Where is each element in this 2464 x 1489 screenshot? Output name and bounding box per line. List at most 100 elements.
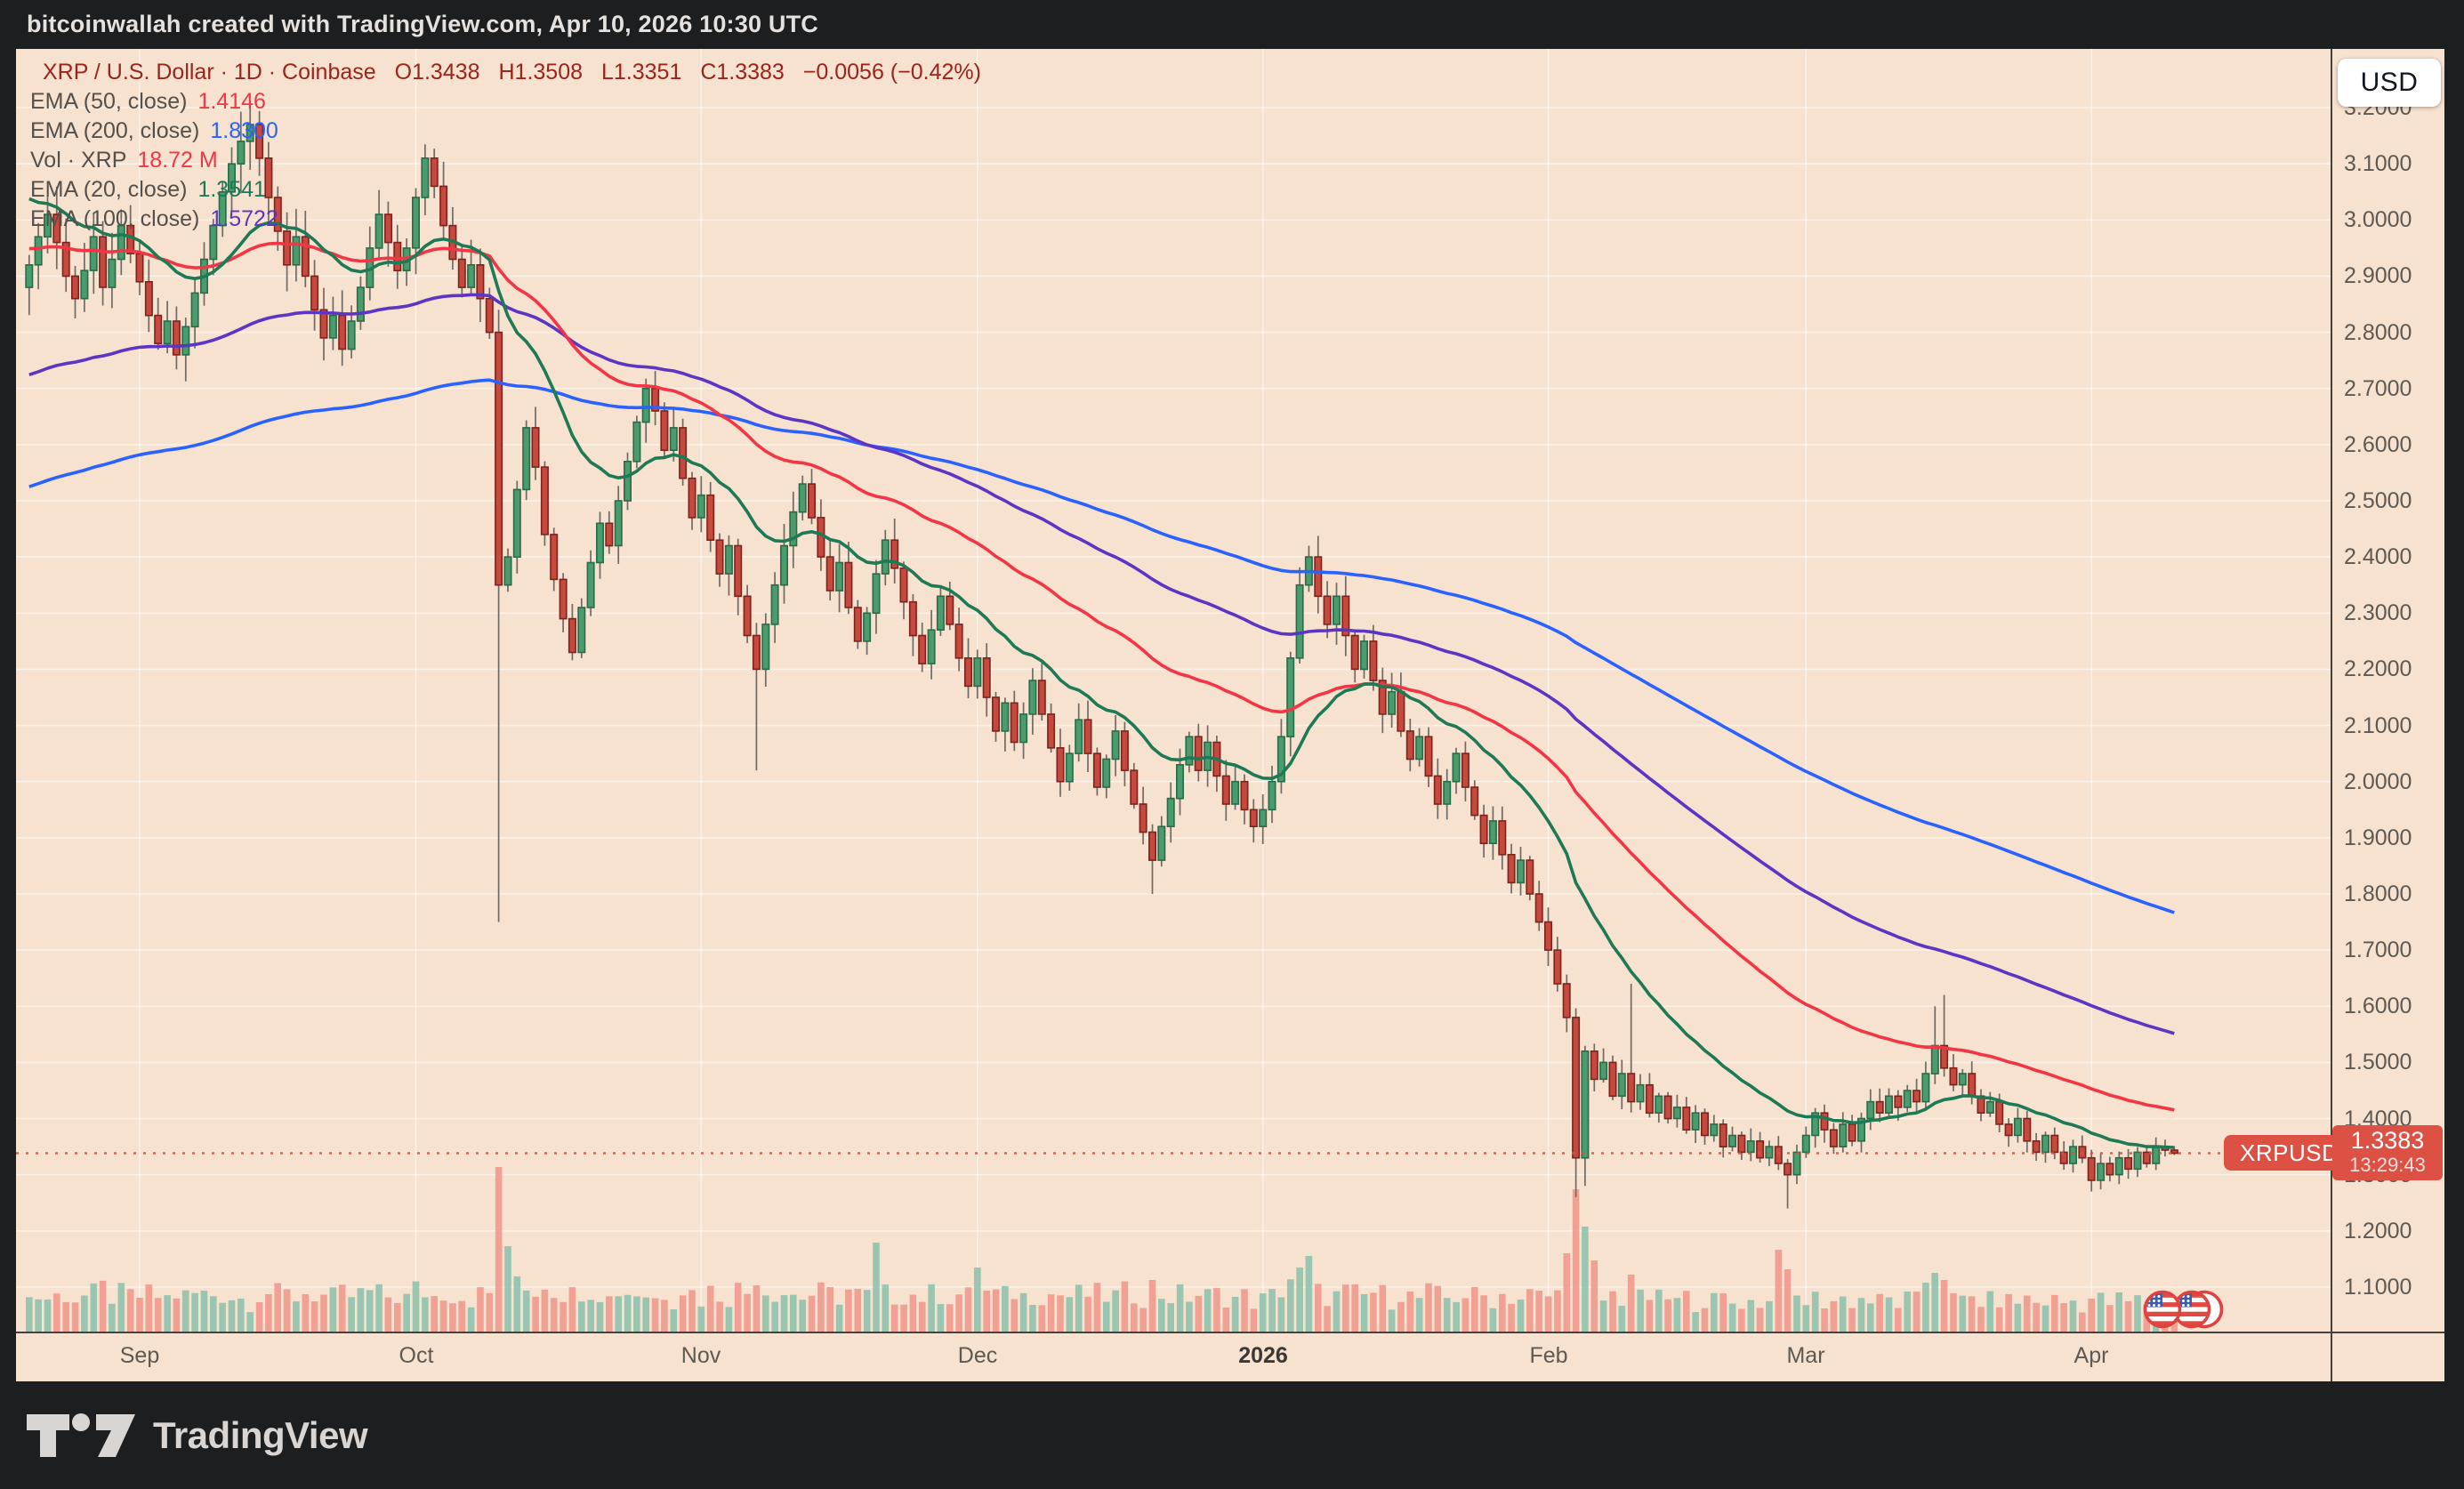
volume-bar [117,1283,125,1332]
tradingview-logo[interactable]: TradingView [25,1413,368,1459]
volume-bar [71,1302,79,1332]
symbol-title: XRP / U.S. Dollar · 1D · Coinbase [43,60,376,85]
volume-bar [1830,1300,1838,1332]
volume-bar [219,1302,226,1332]
candle-body [605,522,614,547]
volume-bar [1711,1292,1718,1332]
volume-bar [835,1304,843,1332]
candle-body [283,230,292,266]
volume-bar [1931,1273,1938,1332]
candle-body [835,561,844,592]
volume-bar [1029,1305,1036,1332]
volume-bar [164,1295,171,1332]
price-tick-label: 3.0000 [2344,207,2412,232]
candlestick-plot[interactable] [16,49,2331,1332]
candle-body [310,275,319,311]
volume-bar [145,1284,153,1332]
volume-bar [1766,1300,1773,1332]
volume-bar [1535,1291,1542,1332]
volume-bar [578,1301,585,1332]
volume-bar [1360,1293,1368,1332]
ohlc-change: −0.0056 (−0.42%) [802,60,981,85]
candle-body [1176,763,1185,800]
axis-divider [2331,49,2332,1381]
volume-bar [1738,1308,1745,1332]
price-tick-label: 2.0000 [2344,769,2412,794]
price-axis[interactable]: 3.2000 3.1000 3.0000 2.9000 2.8000 2.7000 2.60… [2331,49,2444,1332]
candle-body [25,264,34,288]
candle-body [1295,584,1304,659]
time-tick-label: Nov [680,1343,721,1368]
volume-bar [992,1289,1000,1332]
candle-body [540,466,549,535]
candle-body [1019,713,1028,744]
indicator-label: EMA (50, close) [30,89,188,114]
candle-body [1792,1151,1801,1176]
legend-row-ema20[interactable]: EMA (20, close) 1.3541 [30,175,981,205]
volume-bar [283,1289,291,1332]
candle-body [1719,1123,1727,1148]
volume-bar [642,1297,649,1332]
volume-bar [1719,1293,1727,1332]
volume-bar [238,1298,245,1332]
volume-bar [1590,1260,1598,1332]
volume-bar [1572,1189,1580,1332]
volume-bar [1821,1308,1828,1332]
legend-row-ema100[interactable]: EMA (100, close) 1.5722 [30,205,981,234]
candle-body [853,607,862,642]
candle-body [2114,1156,2123,1176]
volume-bar [624,1294,632,1332]
volume-bar [136,1298,143,1332]
candle-body [1369,640,1378,681]
volume-bar [1627,1275,1635,1332]
volume-bar [477,1287,484,1332]
volume-bar [725,1307,733,1332]
candle-body [1111,730,1120,761]
candle-body [531,427,540,468]
volume-bar [1103,1301,1110,1332]
candle-body [734,544,743,598]
candle-body [1056,746,1065,783]
candle-body [1157,825,1166,861]
volume-bar [918,1301,926,1332]
volume-bar [1259,1293,1267,1332]
chart-area[interactable]: XRP / U.S. Dollar · 1D · Coinbase O1.343… [16,49,2444,1381]
candle-body [1839,1123,1848,1148]
legend-symbol-row[interactable]: XRP / U.S. Dollar · 1D · Coinbase O1.343… [30,58,981,87]
candle-body [1221,775,1230,805]
candle-body [80,270,89,300]
volume-bar [1241,1289,1248,1332]
volume-bar [1333,1291,1341,1332]
candle-body [1645,1083,1654,1115]
volume-bar [1664,1299,1671,1332]
volume-bar [1213,1288,1220,1332]
legend-row-volume[interactable]: Vol · XRP 18.72 M [30,146,981,175]
candle-body [2059,1151,2068,1164]
candle-body [1092,753,1101,788]
volume-bar [1986,1291,1994,1332]
candle-body [383,213,392,244]
candle-body [908,600,917,637]
candle-body [495,331,503,586]
volume-bar [154,1298,162,1332]
candle-body [154,314,163,345]
candle-body [577,607,586,654]
candle-body [946,595,954,625]
volume-bar [1728,1303,1736,1332]
volume-bar [2069,1300,2077,1332]
volume-bar [1379,1284,1387,1332]
volume-bar [2023,1295,2031,1332]
volume-bar [439,1300,447,1332]
candle-body [724,544,733,575]
ema50-line [28,241,2175,1112]
volume-bar [799,1300,806,1332]
time-axis[interactable]: Sep Oct Nov Dec 2026 Feb Mar Apr [16,1332,2444,1383]
legend-row-ema200[interactable]: EMA (200, close) 1.8300 [30,117,981,146]
legend-row-ema50[interactable]: EMA (50, close) 1.4146 [30,87,981,117]
volume-bar [706,1285,714,1332]
volume-bar [1453,1301,1460,1332]
price-tick-label: 1.7000 [2344,938,2412,962]
volume-bar [1093,1283,1101,1332]
currency-toggle-button[interactable]: USD [2338,59,2441,107]
volume-bar [2033,1302,2040,1332]
